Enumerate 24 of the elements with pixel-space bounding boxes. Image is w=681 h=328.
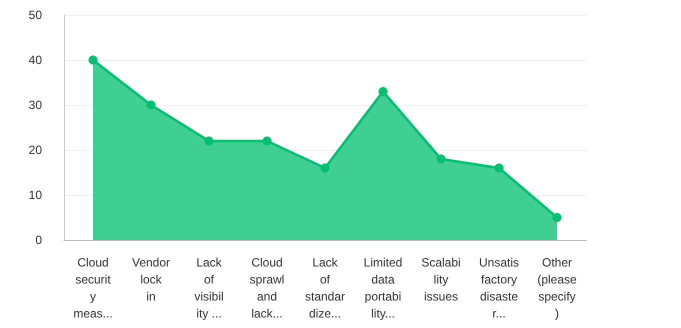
x-tick-label: Lack of visibil ity ... [194,256,224,320]
point [552,213,562,222]
point [262,136,272,146]
y-tick-label: 40 [28,53,42,67]
x-tick-label: Scalabi lity issues [421,256,461,304]
x-tick-label: Limited data portabi lity... [364,256,402,320]
x-tick-label: Other (please specify ) [537,256,578,320]
point [436,154,446,164]
y-tick-label: 0 [35,233,42,247]
x-tick-label: Cloud securit y meas... [73,256,113,320]
point [378,87,388,96]
y-tick-label: 10 [28,188,42,202]
point [88,56,98,64]
y-tick-label: 30 [28,98,42,112]
y-tick-label: 50 [28,8,42,22]
point [494,164,504,172]
x-tick-label: Lack of standar dize... [304,256,346,320]
x-tick-label: Unsatis factory disaste r... [478,256,520,320]
point [204,136,214,146]
x-tick-label: Cloud sprawl and lack... [250,256,284,320]
point [146,100,156,110]
x-tick-label: Vendor lock in [132,256,170,304]
point [320,164,330,172]
y-tick-label: 20 [28,143,42,157]
